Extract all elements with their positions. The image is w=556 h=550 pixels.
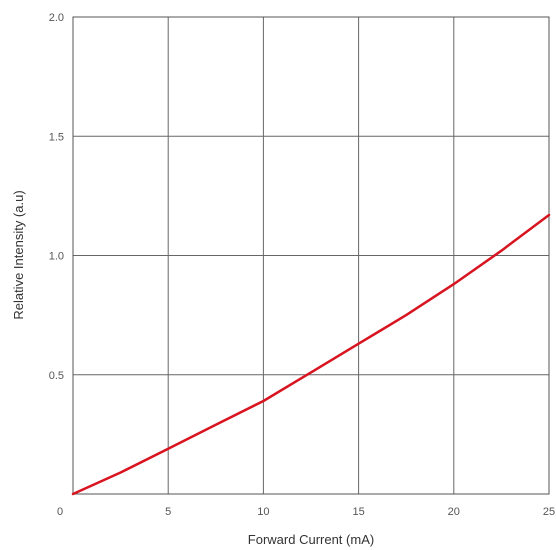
y-tick-label: 1.0 <box>49 251 64 263</box>
y-tick-labels: 0.5 1.0 1.5 2.0 <box>49 12 64 382</box>
x-tick-label: 25 <box>543 506 555 518</box>
x-tick-label: 0 <box>57 506 63 518</box>
x-tick-label: 10 <box>257 506 269 518</box>
y-tick-label: 0.5 <box>49 370 64 382</box>
plot-frame <box>72 16 550 495</box>
x-tick-labels: 0 5 10 15 20 25 <box>57 506 555 518</box>
y-tick-label: 1.5 <box>49 131 64 143</box>
x-tick-label: 15 <box>352 506 364 518</box>
y-tick-label: 2.0 <box>49 12 64 24</box>
x-tick-label: 20 <box>448 506 460 518</box>
series-layer <box>71 213 551 496</box>
x-tick-label: 5 <box>165 506 171 518</box>
x-axis-title: Forward Current (mA) <box>248 532 374 547</box>
series-line <box>71 213 551 496</box>
y-axis-title: Relative Intensity (a.u) <box>11 190 26 319</box>
grid-lines <box>73 17 549 494</box>
